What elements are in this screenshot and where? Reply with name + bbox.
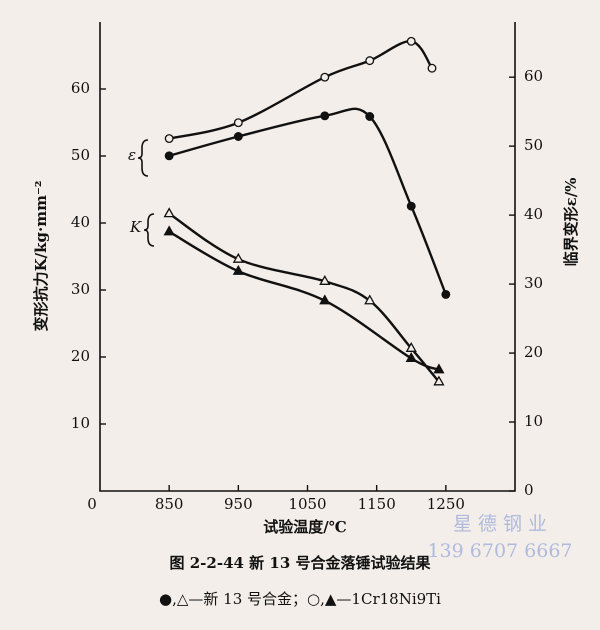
point — [232, 252, 244, 263]
axis-frame — [99, 22, 516, 492]
y-tick-label: 10 — [71, 414, 90, 432]
y-tick-label: 20 — [71, 347, 90, 365]
x-tick-label: 0 — [87, 495, 97, 513]
y-tick-label: 40 — [71, 213, 90, 231]
point — [320, 111, 330, 121]
y-tick-label: 50 — [71, 146, 90, 164]
point — [365, 112, 375, 121]
x-tick-label: 850 — [155, 495, 184, 513]
watermark: 星 德 钢 业 — [453, 513, 547, 535]
legend: ●,△—新 13 号合金；○,▲—1Cr18Ni9Ti — [159, 590, 441, 608]
point — [406, 36, 416, 46]
point — [163, 225, 175, 236]
series-line — [168, 212, 440, 383]
x-tick-label: 1250 — [427, 495, 465, 513]
x-tick-label: 1050 — [288, 495, 326, 513]
y2-tick-label: 10 — [524, 412, 543, 430]
y2-axis-label: 临界变形ε/% — [562, 178, 580, 267]
point — [319, 294, 331, 305]
y2-tick-label: 20 — [524, 343, 543, 361]
point — [441, 289, 451, 299]
point — [233, 118, 243, 128]
point — [232, 264, 244, 275]
y-axis-label: 变形抗力K/kg·mm⁻² — [32, 181, 50, 332]
series-line — [168, 230, 440, 371]
y2-tick-label: 40 — [524, 205, 543, 223]
y2-tick-label: 50 — [524, 136, 543, 154]
epsilon-brace — [137, 139, 149, 177]
point — [164, 151, 174, 161]
k-brace — [143, 213, 155, 247]
y2-tick-label: 60 — [524, 67, 543, 85]
y-tick-label: 60 — [71, 79, 90, 97]
point — [319, 274, 331, 285]
point — [364, 294, 376, 305]
point — [365, 56, 375, 66]
x-tick-label: 1150 — [358, 495, 396, 513]
point — [405, 352, 417, 362]
point — [233, 132, 243, 141]
series-line — [168, 40, 434, 140]
k-annotation: K — [129, 218, 142, 236]
epsilon-annotation: ε — [128, 146, 136, 164]
point — [427, 63, 437, 73]
caption: 图 2-2-44 新 13 号合金落锤试验结果 — [170, 554, 432, 572]
point — [433, 375, 445, 386]
watermark: 139 6707 6667 — [427, 540, 572, 562]
x-axis-label: 试验温度/℃ — [263, 518, 346, 536]
y2-tick-label: 30 — [524, 274, 543, 292]
point — [406, 201, 416, 211]
x-tick-label: 950 — [224, 495, 253, 513]
point — [164, 134, 174, 144]
point — [163, 207, 175, 218]
series-line — [168, 107, 447, 295]
point — [320, 72, 330, 82]
point — [405, 341, 417, 352]
point — [433, 363, 445, 374]
y-tick-label: 30 — [71, 280, 90, 298]
y2-tick-label: 0 — [524, 481, 534, 499]
